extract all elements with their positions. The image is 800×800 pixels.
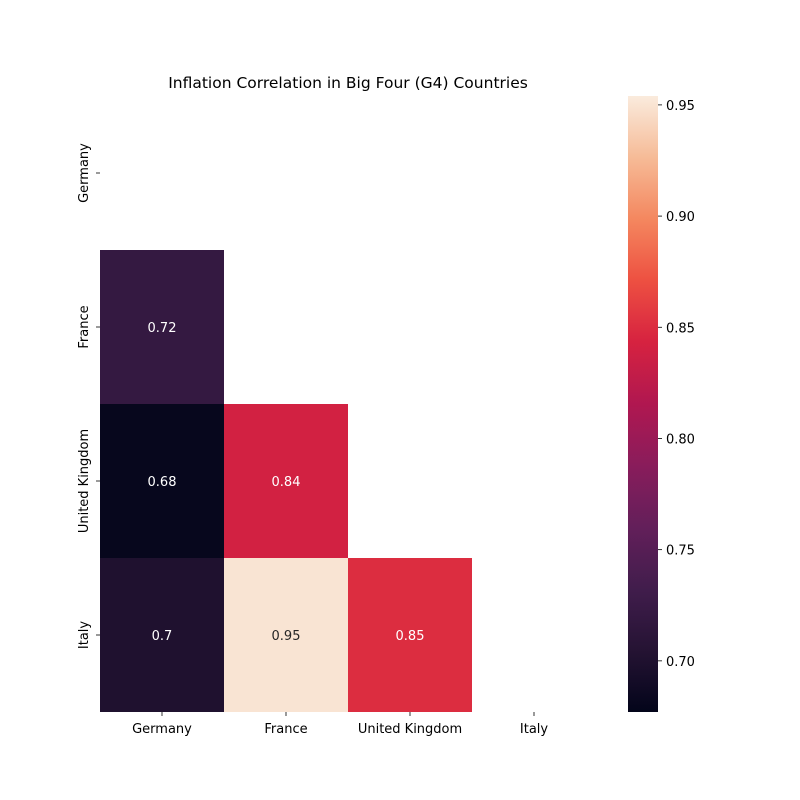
cell-value-label: 0.68: [148, 475, 177, 490]
y-tick-label-france: France: [77, 305, 92, 348]
colorbar: 0.70 0.75 0.80 0.85 0.90 0.95: [628, 96, 695, 712]
chart-title: Inflation Correlation in Big Four (G4) C…: [168, 74, 528, 92]
colorbar-tick-label: 0.85: [666, 321, 695, 336]
cell-value-label: 0.7: [152, 629, 173, 644]
colorbar-tick-label: 0.90: [666, 210, 695, 225]
cell-value-label: 0.85: [396, 629, 425, 644]
heatmap-cell-italy-germany: [100, 558, 224, 712]
heatmap-cells: 0.72 0.68 0.84 0.7 0.95 0.85: [100, 250, 472, 712]
y-tick-label-italy: Italy: [77, 621, 92, 650]
heatmap-cell-france-germany: [100, 250, 224, 404]
x-tick-label-italy: Italy: [520, 722, 549, 737]
y-tick-label-germany: Germany: [77, 143, 92, 203]
x-tick-label-germany: Germany: [132, 722, 192, 737]
cell-value-label: 0.72: [148, 321, 177, 336]
heatmap-cell-united-kingdom-france: [224, 404, 348, 558]
cell-value-label: 0.84: [272, 475, 301, 490]
y-axis-ticks: Germany France United Kingdom Italy: [77, 143, 100, 649]
colorbar-gradient: [628, 96, 658, 712]
y-tick-label-united-kingdom: United Kingdom: [77, 429, 92, 533]
cell-value-label: 0.95: [272, 629, 301, 644]
heatmap-cell-united-kingdom-germany: [100, 404, 224, 558]
heatmap-cell-italy-united-kingdom: [348, 558, 472, 712]
colorbar-tick-label: 0.75: [666, 544, 695, 559]
x-tick-label-france: France: [264, 722, 307, 737]
colorbar-tick-label: 0.80: [666, 432, 695, 447]
heatmap-cell-italy-france: [224, 558, 348, 712]
colorbar-tick-label: 0.70: [666, 655, 695, 670]
x-tick-label-united-kingdom: United Kingdom: [358, 722, 462, 737]
x-axis-ticks: Germany France United Kingdom Italy: [132, 712, 548, 737]
colorbar-tick-label: 0.95: [666, 99, 695, 114]
